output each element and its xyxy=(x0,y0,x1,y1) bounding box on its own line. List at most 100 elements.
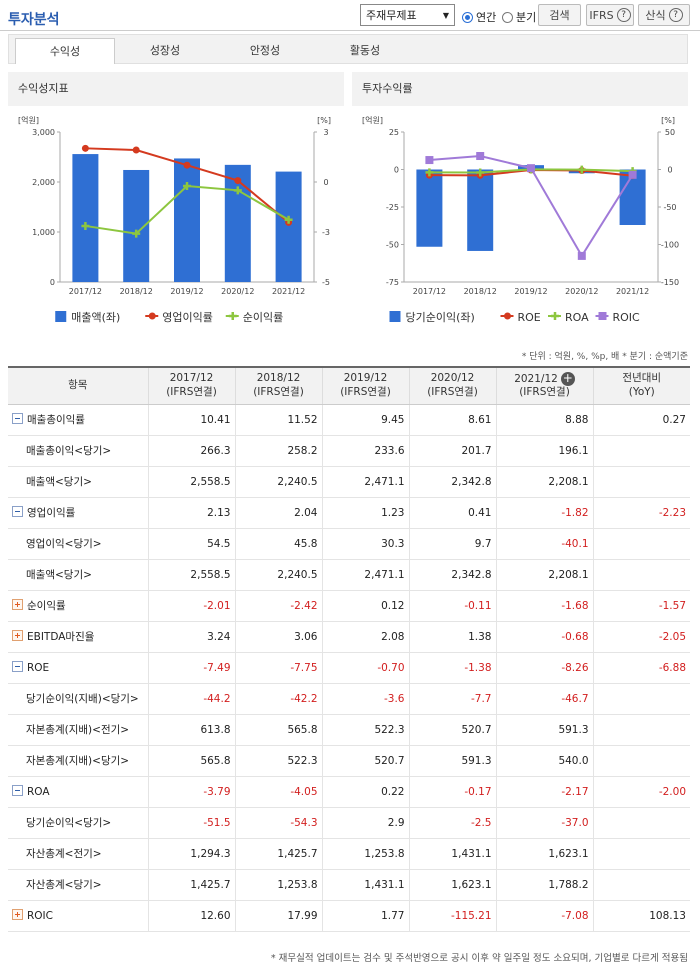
x-tick-label: 2020/12 xyxy=(221,287,254,296)
bar[interactable] xyxy=(72,154,99,282)
series-point[interactable] xyxy=(284,215,293,224)
legend-label: ROE xyxy=(518,311,541,324)
right-tick-label: 3 xyxy=(323,128,328,137)
table-row: 자산총계<당기> 1,425.7 1,253.8 1,431.1 1,623.1 1,78… xyxy=(8,869,690,901)
row-label[interactable]: ROE xyxy=(8,652,148,684)
tab-activity[interactable]: 활동성 xyxy=(349,44,381,57)
table-cell xyxy=(592,869,690,901)
expand-icon[interactable] xyxy=(12,599,23,610)
row-label: 자본총계(지배)<당기> xyxy=(8,745,148,777)
right-tick-label: 0 xyxy=(667,166,672,175)
series-point[interactable] xyxy=(527,164,535,173)
row-label[interactable]: 순이익률 xyxy=(8,590,148,622)
expand-icon[interactable] xyxy=(12,909,23,920)
table-cell: -1.82 xyxy=(495,497,593,529)
legend-label: 당기순이익(좌) xyxy=(406,311,475,324)
series-point[interactable] xyxy=(81,144,89,152)
annual-radio-label: 연간 xyxy=(476,11,497,24)
series-point[interactable] xyxy=(81,221,90,230)
series-point[interactable] xyxy=(476,152,485,161)
series-point[interactable] xyxy=(183,161,191,169)
x-tick-label: 2018/12 xyxy=(464,287,497,296)
series-point[interactable] xyxy=(183,182,191,190)
row-label: 자산총계<전기> xyxy=(8,838,148,870)
bar[interactable] xyxy=(275,171,302,282)
series-point[interactable] xyxy=(577,251,586,260)
row-label-text: 순이익률 xyxy=(27,600,66,612)
row-label-text: ROIC xyxy=(27,910,53,922)
table-cell: -2.5 xyxy=(408,807,496,839)
series-point[interactable] xyxy=(628,170,637,179)
series-point[interactable] xyxy=(132,146,140,154)
table-cell: 1,788.2 xyxy=(495,869,593,901)
row-label-text: 매출액<당기> xyxy=(26,569,92,581)
quarter-radio[interactable]: 분기 xyxy=(502,6,536,28)
bar[interactable] xyxy=(416,169,443,247)
tab-growth[interactable]: 성장성 xyxy=(149,44,181,57)
collapse-icon[interactable] xyxy=(12,661,23,672)
collapse-icon[interactable] xyxy=(12,785,23,796)
table-cell: -54.3 xyxy=(234,807,322,839)
column-header-basis: (IFRS연결) xyxy=(427,385,478,398)
legend-label: ROA xyxy=(565,311,589,324)
bar[interactable] xyxy=(174,158,200,282)
table-cell: 8.61 xyxy=(408,404,496,436)
annual-radio[interactable]: 연간 xyxy=(462,6,496,28)
statement-type-select[interactable]: 주재무제표 ▼ xyxy=(360,4,455,26)
search-button[interactable]: 검색 xyxy=(538,4,581,26)
formula-help-button[interactable]: 산식 ? xyxy=(638,4,690,26)
x-tick-label: 2019/12 xyxy=(514,287,547,296)
row-label: 매출액<당기> xyxy=(8,559,148,591)
table-cell: 0.41 xyxy=(408,497,496,529)
help-icon: ? xyxy=(668,8,683,22)
header-divider xyxy=(0,30,700,31)
table-row: EBITDA마진율 3.24 3.06 2.08 1.38 -0.68 -2.05 xyxy=(8,621,690,653)
bar[interactable] xyxy=(224,164,251,282)
expand-columns-icon[interactable]: + xyxy=(560,370,575,386)
table-cell: -2.00 xyxy=(592,776,690,808)
row-label: 매출총이익<당기> xyxy=(8,435,148,467)
x-tick-label: 2021/12 xyxy=(616,287,649,296)
table-cell: 2,342.8 xyxy=(408,466,496,498)
right-tick-label: 0 xyxy=(323,178,328,187)
left-axis-unit: [억원] xyxy=(362,115,383,125)
table-cell: 196.1 xyxy=(495,435,593,467)
legend-label: 매출액(좌) xyxy=(71,311,120,324)
table-cell: 2,558.5 xyxy=(147,466,235,498)
table-cell: 520.7 xyxy=(321,745,409,777)
table-cell: -0.17 xyxy=(408,776,496,808)
profitability-chart: [억원] [%] 3,000 2,000 1,000 0 3 0 -3 -5 2017/12 2018… xyxy=(18,115,331,324)
table-cell: 9.7 xyxy=(408,528,496,560)
table-cell: 2.9 xyxy=(321,807,409,839)
collapse-icon[interactable] xyxy=(12,506,23,517)
collapse-icon[interactable] xyxy=(12,413,23,424)
column-header-basis: (IFRS연결) xyxy=(519,386,570,399)
series-point[interactable] xyxy=(577,165,586,174)
ifrs-help-button[interactable]: IFRS ? xyxy=(586,4,634,26)
table-cell: 3.24 xyxy=(147,621,235,653)
table-cell: 266.3 xyxy=(147,435,235,467)
table-cell: 2,240.5 xyxy=(234,466,322,498)
x-tick-label: 2017/12 xyxy=(69,287,102,296)
left-tick-label: -25 xyxy=(386,203,399,212)
row-label[interactable]: ROA xyxy=(8,776,148,808)
row-label[interactable]: 영업이익률 xyxy=(8,497,148,529)
row-label[interactable]: 매출총이익률 xyxy=(8,404,148,436)
series-point[interactable] xyxy=(132,229,141,238)
tab-profitability[interactable]: 수익성 xyxy=(15,38,115,64)
series-point[interactable] xyxy=(233,186,242,195)
series-point[interactable] xyxy=(476,168,485,177)
table-cell: 2,342.8 xyxy=(408,559,496,591)
series-point[interactable] xyxy=(234,177,242,185)
row-label[interactable]: EBITDA마진율 xyxy=(8,621,148,653)
bar[interactable] xyxy=(467,169,494,251)
column-header: 2021/12 + (IFRS연결) xyxy=(495,367,593,405)
return-panel-title: 투자수익률 xyxy=(352,72,688,106)
row-label[interactable]: ROIC xyxy=(8,900,148,932)
series-point[interactable] xyxy=(425,156,434,165)
expand-icon[interactable] xyxy=(12,630,23,641)
table-cell: -8.26 xyxy=(495,652,593,684)
series-point[interactable] xyxy=(425,168,434,177)
table-row: ROA -3.79 -4.05 0.22 -0.17 -2.17 -2.00 xyxy=(8,776,690,808)
tab-stability[interactable]: 안정성 xyxy=(249,44,281,57)
